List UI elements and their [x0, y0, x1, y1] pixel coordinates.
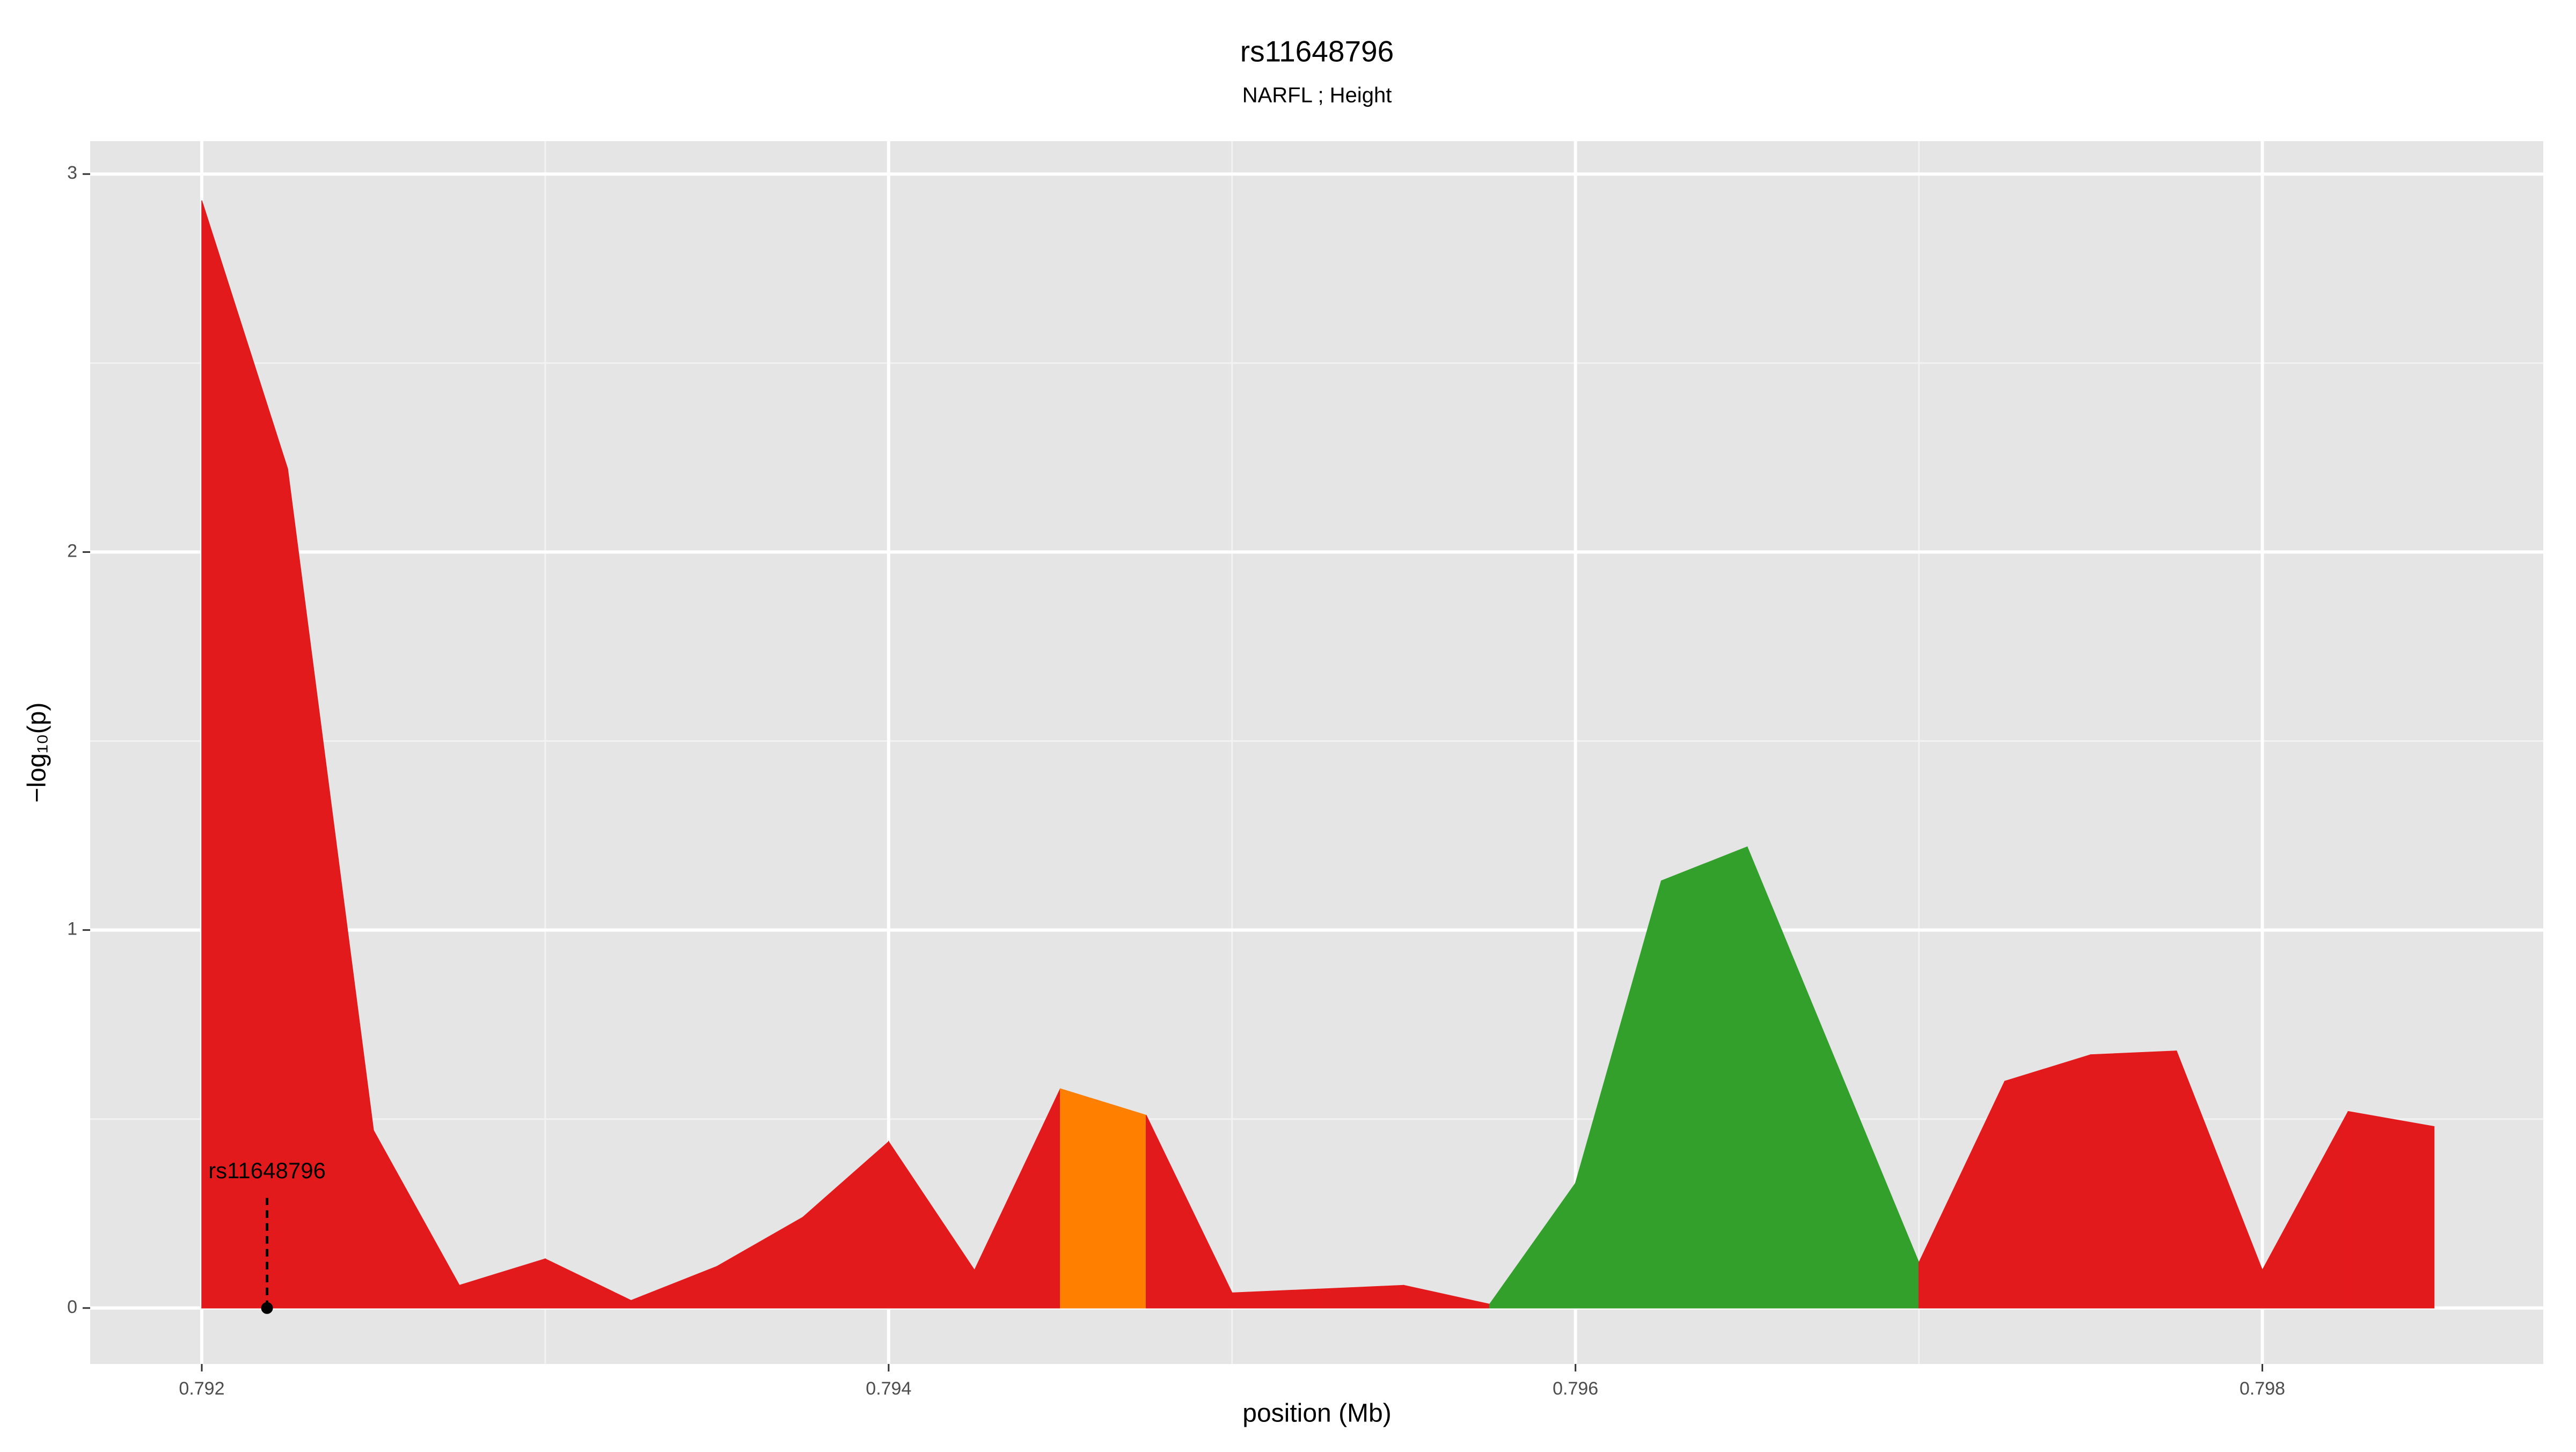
y-tick-label: 1	[67, 919, 77, 939]
area-segment	[1660, 846, 1748, 1309]
x-tick-label: 0.798	[2240, 1378, 2285, 1399]
y-tick-label: 2	[67, 541, 77, 561]
area-segment	[1060, 1088, 1147, 1309]
y-tick-label: 3	[67, 163, 77, 183]
y-axis-label: −log₁₀(p)	[23, 703, 52, 803]
x-axis-label: position (Mb)	[1242, 1399, 1391, 1428]
annotation-label: rs11648796	[208, 1158, 326, 1183]
area-segment	[1232, 1288, 1319, 1309]
x-tick-label: 0.796	[1553, 1378, 1598, 1399]
area-segment	[2004, 1054, 2091, 1309]
area-segment	[2347, 1111, 2435, 1309]
x-tick-label: 0.792	[179, 1378, 224, 1399]
chart-subtitle: NARFL ; Height	[1242, 84, 1392, 107]
area-segment	[2090, 1050, 2177, 1309]
x-tick-label: 0.794	[866, 1378, 911, 1399]
chart-title: rs11648796	[1240, 35, 1394, 68]
area-segment	[1317, 1285, 1404, 1309]
y-tick-label: 0	[67, 1297, 77, 1317]
annotation-point	[261, 1302, 273, 1314]
